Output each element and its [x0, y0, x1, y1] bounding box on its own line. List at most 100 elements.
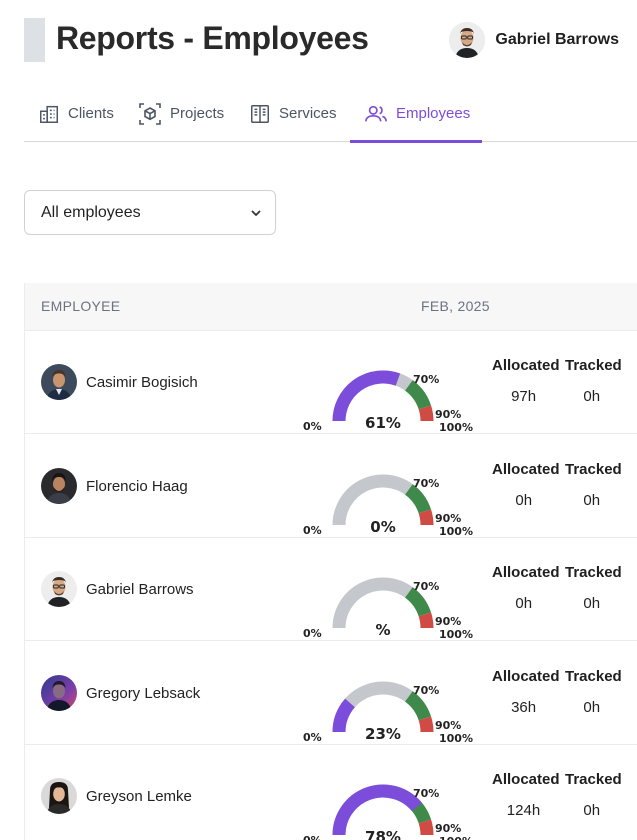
- title-accent-bar: [24, 18, 45, 62]
- chevron-down-icon: [251, 210, 261, 217]
- user-menu[interactable]: Gabriel Barrows: [449, 22, 619, 58]
- gauge-label-high: 90%: [435, 512, 461, 525]
- gauge-label-min: 0%: [303, 834, 322, 840]
- gauge-label-mid: 70%: [413, 787, 439, 800]
- allocated-label: Allocated: [492, 564, 560, 581]
- gauge-percent: 23%: [365, 725, 401, 743]
- tab-projects[interactable]: Projects: [138, 85, 224, 142]
- building-icon: [40, 105, 58, 123]
- allocated-value: 0h: [515, 491, 533, 509]
- gauge-label-max: 100%: [439, 732, 473, 744]
- user-name: Gabriel Barrows: [495, 31, 619, 48]
- gauge-label-mid: 70%: [413, 477, 439, 490]
- tracked-label: Tracked: [565, 564, 622, 581]
- tracked-value: 0h: [583, 388, 601, 405]
- allocated-label: Allocated: [492, 460, 560, 478]
- gauge-label-high: 90%: [435, 822, 461, 835]
- employee-filter-select[interactable]: All employees: [24, 190, 276, 235]
- tab-employees[interactable]: Employees: [349, 85, 483, 143]
- employee-name: Casimir Bogisich: [86, 374, 198, 391]
- gauge-percent: 0%: [370, 518, 395, 536]
- allocated-value: 0h: [515, 595, 533, 612]
- employee-name: Florencio Haag: [86, 477, 188, 495]
- select-value: All employees: [41, 203, 141, 221]
- tracked-value: 0h: [583, 595, 601, 612]
- gauge-label-max: 100%: [439, 628, 473, 640]
- gauge-label-min: 0%: [303, 524, 322, 537]
- utilization-gauge: 0% 0% 70% 90% 100%: [303, 474, 473, 537]
- table-row-4: Gregory Lebsack 23% 0% 70% 90% 100% Allo…: [25, 641, 637, 745]
- gauge-label-min: 0%: [303, 627, 322, 640]
- gauge-label-max: 100%: [439, 525, 473, 537]
- tracked-value: 0h: [583, 802, 601, 819]
- tab-label: Projects: [170, 105, 225, 122]
- employee-name: Greyson Lemke: [86, 788, 192, 805]
- allocated-value: 36h: [511, 698, 537, 716]
- utilization-gauge: 23% 0% 70% 90% 100%: [303, 681, 473, 744]
- column-header-period: FEB, 2025: [421, 298, 490, 314]
- gauge-percent: 78%: [365, 828, 401, 840]
- column-header-employee: EMPLOYEE: [41, 298, 121, 314]
- gauge-label-max: 100%: [439, 835, 473, 840]
- table-row-5: Greyson Lemke 78% 0% 70% 90% 100% Alloca…: [25, 745, 637, 840]
- gauge-label-high: 90%: [435, 408, 461, 421]
- gauge-over-band: [418, 715, 434, 732]
- gauge-fill: [332, 370, 401, 422]
- employee-name: Gregory Lebsack: [86, 684, 201, 702]
- users-icon: [365, 105, 387, 121]
- avatar: [41, 571, 77, 607]
- gauge-percent: %: [375, 621, 390, 639]
- tab-services[interactable]: Services: [249, 85, 337, 142]
- gauge-over-band: [418, 508, 434, 525]
- gauge-track: [332, 577, 413, 629]
- tracked-label: Tracked: [565, 771, 622, 788]
- tab-label: Services: [279, 105, 337, 122]
- table-header: EMPLOYEE FEB, 2025: [25, 283, 637, 331]
- utilization-gauge: % 0% 70% 90% 100%: [303, 577, 473, 640]
- avatar: [41, 778, 77, 814]
- gauge-label-high: 90%: [435, 719, 461, 732]
- tab-label: Employees: [396, 105, 471, 122]
- gauge-label-min: 0%: [303, 420, 322, 433]
- allocated-label: Allocated: [492, 771, 560, 788]
- employee-name: Gabriel Barrows: [86, 581, 194, 598]
- avatar: [41, 364, 77, 400]
- gauge-warning-band: [404, 380, 432, 410]
- allocated-value: 124h: [506, 802, 541, 819]
- gauge-warning-band: [404, 690, 432, 721]
- utilization-gauge: 61% 0% 70% 90% 100%: [303, 370, 473, 433]
- tracked-value: 0h: [583, 698, 601, 716]
- table-row-1: Casimir Bogisich 61% 0% 70% 90% 100% All…: [25, 331, 637, 434]
- gauge-label-high: 90%: [435, 615, 461, 628]
- gauge-warning-band: [404, 483, 432, 514]
- gauge-over-band: [418, 612, 434, 629]
- tracked-value: 0h: [583, 491, 601, 509]
- utilization-gauge: 78% 0% 70% 90% 100%: [303, 784, 473, 840]
- tab-label: Clients: [68, 105, 114, 122]
- tracked-label: Tracked: [565, 667, 622, 685]
- avatar: [41, 674, 77, 711]
- gauge-fill: [332, 784, 422, 836]
- gauge-label-mid: 70%: [413, 373, 439, 386]
- tab-clients[interactable]: Clients: [38, 85, 114, 142]
- gauge-track: [332, 474, 413, 525]
- gauge-over-band: [418, 405, 434, 422]
- allocated-label: Allocated: [492, 357, 560, 374]
- allocated-label: Allocated: [492, 667, 560, 685]
- gauge-label-max: 100%: [439, 421, 473, 433]
- gauge-percent: 61%: [365, 414, 401, 432]
- gauge-over-band: [418, 819, 434, 836]
- page-title: Reports - Employees: [56, 20, 369, 56]
- page-header: Reports - Employees Gabriel Barrows: [0, 0, 637, 85]
- table-row-3: Gabriel Barrows % 0% 70% 90% 100% Alloca…: [25, 538, 637, 641]
- gauge-label-min: 0%: [303, 731, 322, 744]
- table-row-2: Florencio Haag 0% 0% 70% 90% 100% Alloca…: [25, 434, 637, 538]
- gauge-label-mid: 70%: [413, 580, 439, 593]
- employee-report-table: EMPLOYEE FEB, 2025 Casimir Bogisich 61% …: [24, 283, 637, 840]
- cube-icon: [139, 102, 161, 125]
- tracked-label: Tracked: [565, 460, 622, 478]
- allocated-value: 97h: [511, 388, 537, 405]
- gauge-fill: [332, 698, 356, 732]
- user-avatar[interactable]: [449, 22, 486, 58]
- avatar: [41, 467, 77, 504]
